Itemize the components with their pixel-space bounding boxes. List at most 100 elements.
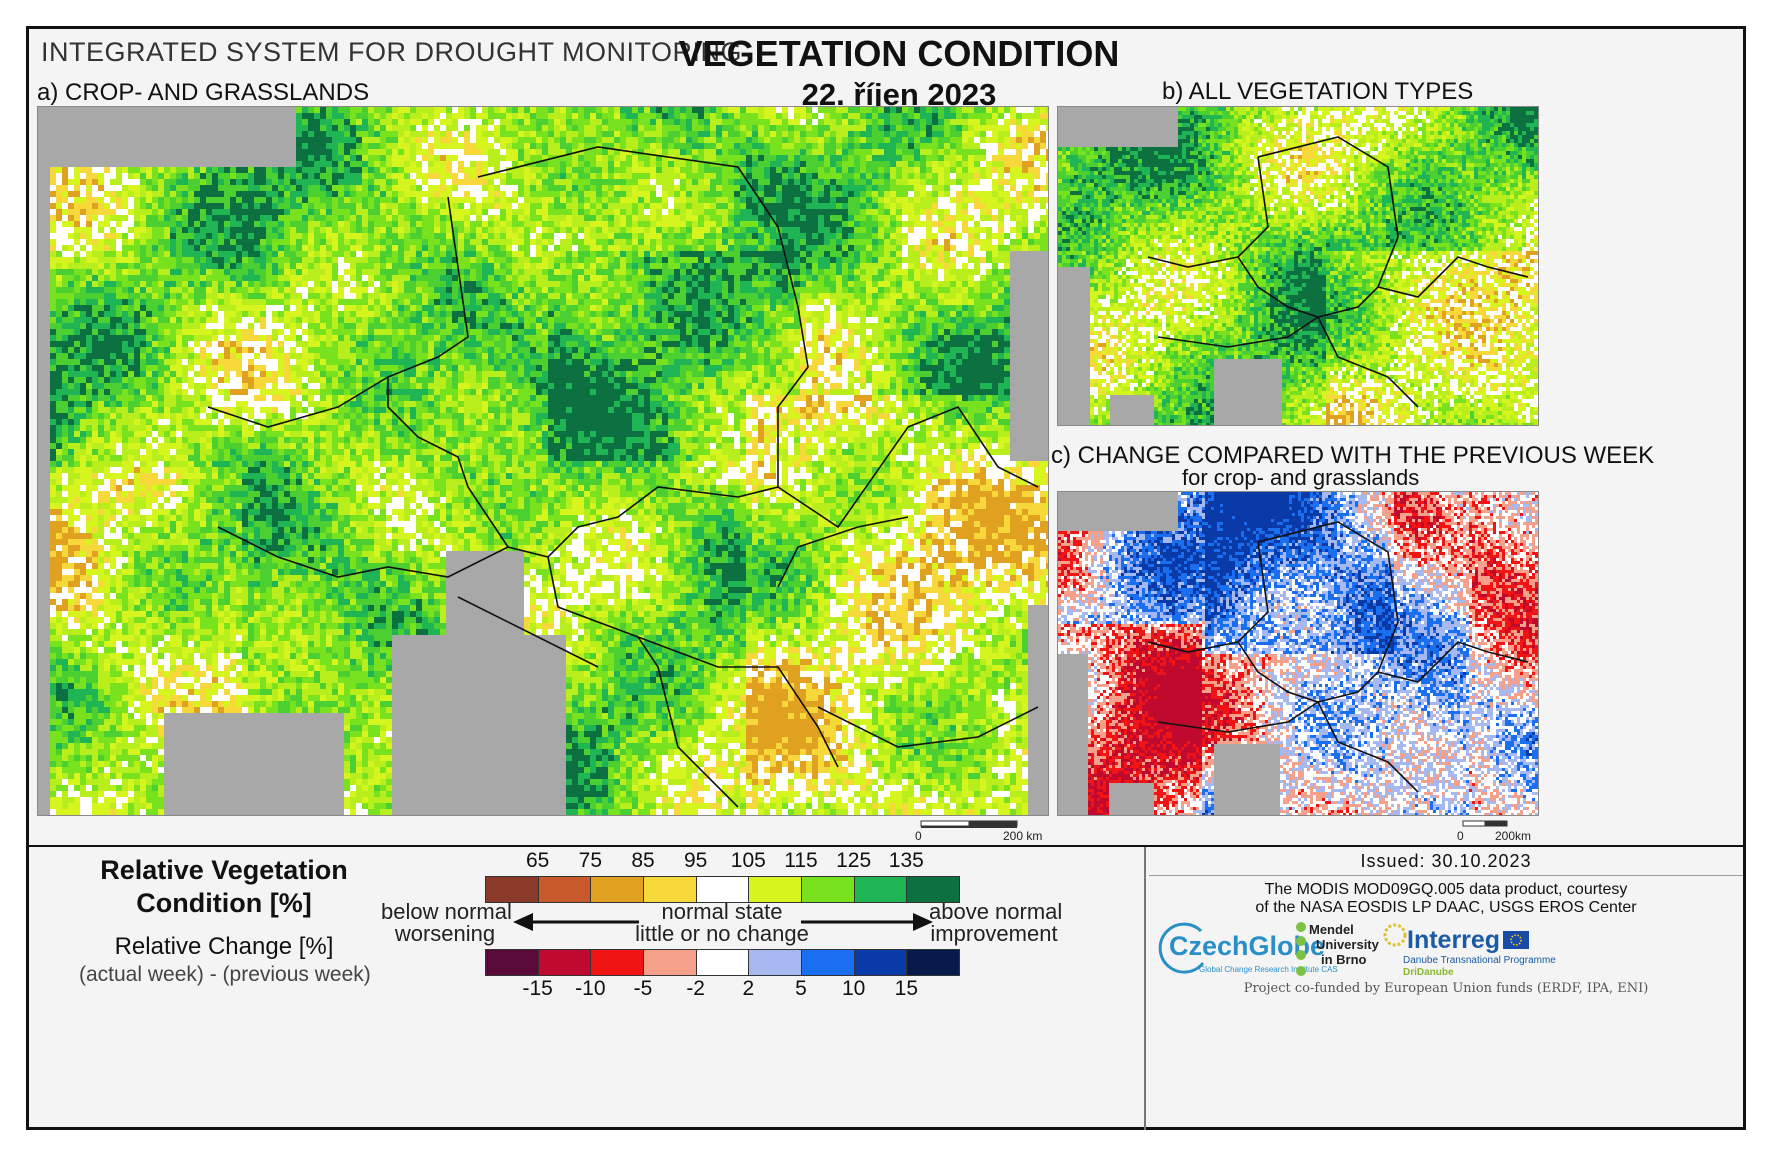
country-border xyxy=(1147,641,1239,653)
panel-b-label: b) ALL VEGETATION TYPES xyxy=(1162,78,1473,106)
legend-swatch xyxy=(748,949,802,976)
info-separator xyxy=(1144,847,1146,1130)
legend-swatch xyxy=(853,876,908,903)
legend-tick: 10 xyxy=(824,977,884,1001)
legend-swatch xyxy=(537,876,592,903)
raster-cells xyxy=(1058,107,1538,425)
country-border xyxy=(217,526,509,578)
country-border xyxy=(1236,541,1379,703)
mendel-logo-dots xyxy=(1296,922,1306,976)
legend-tick: 135 xyxy=(876,849,936,873)
legend-tick: 75 xyxy=(560,849,620,873)
legend-tick: 125 xyxy=(824,849,884,873)
cofunded-note: Project co-funded by European Union fund… xyxy=(1149,981,1743,996)
scalebar-main-graphic xyxy=(920,820,1018,828)
scalebar-main-end: 200 km xyxy=(1003,829,1042,843)
credit-line2: of the NASA EOSDIS LP DAAC, USGS EROS Ce… xyxy=(1149,899,1743,917)
scalebar-main xyxy=(919,819,1049,838)
scalebar-small-zero: 0 xyxy=(1457,829,1464,843)
issued-date: Issued: 30.10.2023 xyxy=(1149,851,1743,872)
map-weekly-change xyxy=(1057,491,1539,816)
legend-separator xyxy=(29,845,1743,847)
country-border xyxy=(1377,256,1529,298)
panel-c-label: c) CHANGE COMPARED WITH THE PREVIOUS WEE… xyxy=(1051,442,1654,470)
legend-tick: 85 xyxy=(613,849,673,873)
legend-swatch xyxy=(643,949,697,976)
country-border xyxy=(1257,136,1399,288)
legend-swatch xyxy=(537,949,592,976)
legend-swatch xyxy=(695,876,750,903)
legend-tick: 15 xyxy=(876,977,936,1001)
legend-tick: 115 xyxy=(771,849,831,873)
mendel-line1: Mendel xyxy=(1309,922,1354,937)
legend-swatch xyxy=(643,876,697,903)
legend-improvement: improvement xyxy=(929,922,1059,946)
legend-swatch xyxy=(906,949,960,976)
panel-c-sublabel: for crop- and grasslands xyxy=(1182,465,1419,491)
legend-swatch xyxy=(485,949,539,976)
interreg-logo-text: Interreg xyxy=(1407,926,1500,955)
change-colorbar xyxy=(485,949,960,976)
country-border xyxy=(777,406,1039,529)
country-border xyxy=(1147,256,1239,268)
country-border xyxy=(477,146,809,487)
map-all-vegetation xyxy=(1057,106,1539,426)
system-name: INTEGRATED SYSTEM FOR DROUGHT MONITORING xyxy=(41,37,742,68)
country-border xyxy=(387,196,779,558)
legend-swatch xyxy=(853,949,908,976)
czechglobe-logo-sub: Global Change Research Institute CAS xyxy=(1199,965,1338,974)
interreg-logo-mark xyxy=(1383,923,1407,947)
legend-title-line1: Relative Vegetation xyxy=(99,855,349,886)
legend-change-subtitle: (actual week) - (previous week) xyxy=(79,963,371,987)
raster-cells xyxy=(1058,492,1538,815)
country-border xyxy=(457,596,599,668)
legend-swatch xyxy=(695,949,750,976)
legend-tick: 105 xyxy=(718,849,778,873)
legend-swatch xyxy=(906,876,960,903)
legend-tick: 2 xyxy=(718,977,778,1001)
country-border xyxy=(1377,641,1529,683)
legend-swatch xyxy=(590,949,644,976)
legend-arrows xyxy=(513,913,933,931)
country-border xyxy=(547,556,839,768)
legend-swatch xyxy=(801,949,855,976)
scalebar-small-end: 200km xyxy=(1495,829,1531,843)
rvc-tick-labels: 65 75 85 95 105 115 125 135 xyxy=(485,849,959,875)
map-c-raster xyxy=(1058,492,1538,815)
country-border xyxy=(1317,316,1419,408)
country-border xyxy=(1157,701,1319,733)
legend-title-line2: Condition [%] xyxy=(99,888,349,919)
panel-a-label: a) CROP- AND GRASSLANDS xyxy=(37,79,369,107)
legend-tick: 5 xyxy=(771,977,831,1001)
rvc-colorbar xyxy=(485,876,960,903)
map-a-raster xyxy=(38,107,1048,815)
change-tick-labels: -15 -10 -5 -2 2 5 10 15 xyxy=(485,977,959,1003)
mendel-line3: in Brno xyxy=(1321,952,1367,967)
mendel-line2: University xyxy=(1316,937,1379,952)
info-divider xyxy=(1149,875,1743,876)
legend-worsening: worsening xyxy=(381,922,509,946)
poster-frame: INTEGRATED SYSTEM FOR DROUGHT MONITORING… xyxy=(26,26,1746,1130)
legend-swatch xyxy=(590,876,644,903)
legend-below-normal: below normal xyxy=(381,900,512,924)
legend-swatch xyxy=(801,876,855,903)
legend-change-title: Relative Change [%] xyxy=(89,933,359,961)
legend-swatch xyxy=(748,876,802,903)
interreg-programme: Danube Transnational Programme xyxy=(1403,955,1556,966)
legend-no-change: little or no change xyxy=(629,922,815,946)
country-border xyxy=(1157,316,1319,348)
map-b-raster xyxy=(1058,107,1538,425)
scalebar-main-zero: 0 xyxy=(915,829,922,843)
country-border xyxy=(1236,156,1379,318)
country-border xyxy=(777,516,909,588)
legend-tick: 95 xyxy=(666,849,726,873)
legend-above-normal: above normal xyxy=(929,900,1062,924)
eu-flag-icon xyxy=(1503,931,1529,949)
czechglobe-logo-mark xyxy=(1158,922,1205,974)
scalebar-small-graphic xyxy=(1462,820,1508,827)
country-border xyxy=(817,706,1039,748)
dridanube-label: DriDanube xyxy=(1403,967,1454,978)
country-border xyxy=(207,376,389,428)
scalebar-small xyxy=(1461,819,1541,838)
legend-tick: 65 xyxy=(508,849,568,873)
